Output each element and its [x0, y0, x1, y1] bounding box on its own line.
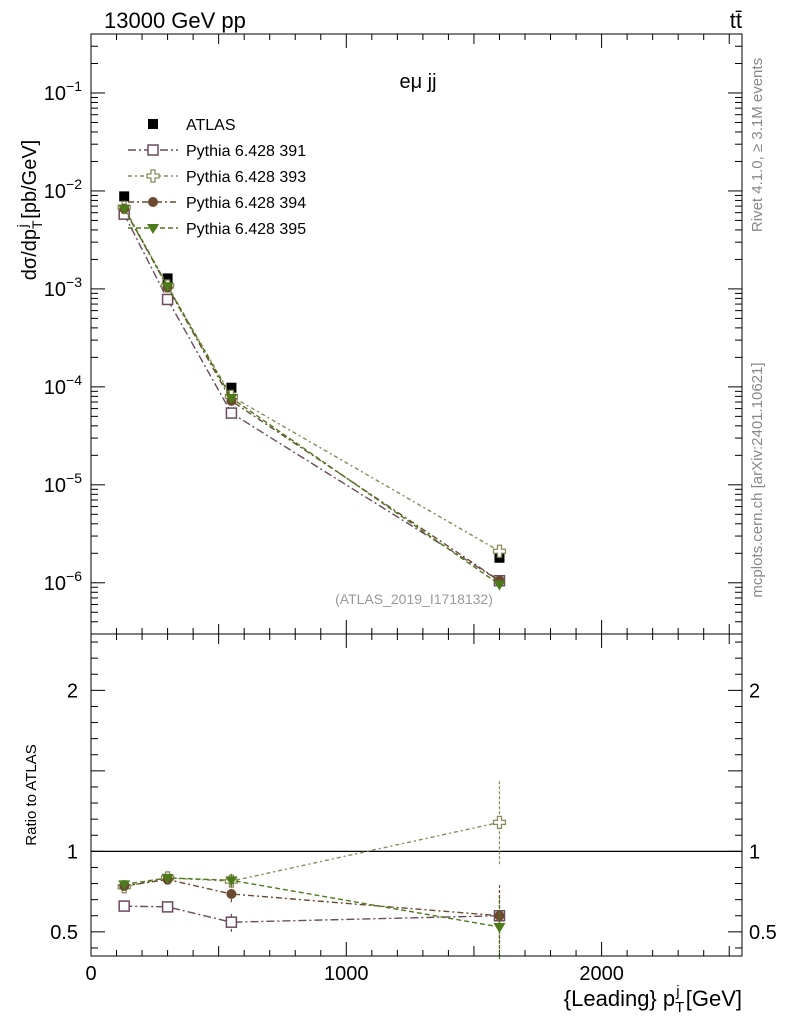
y-tick-label: 10−2	[44, 176, 82, 203]
series-layer	[117, 191, 507, 960]
y-axis-label-main: dσ/dpTj [pb/GeV]	[14, 140, 45, 280]
y-tick-label: 10−4	[44, 372, 82, 399]
legend-entry-py393: Pythia 6.428 393	[128, 169, 306, 186]
y-tick-label: 10−6	[44, 568, 82, 595]
series-line-py393	[123, 207, 500, 552]
data-point-py395	[161, 282, 174, 293]
rivet-label: Rivet 4.1.0, ≥ 3.1M events	[749, 58, 766, 232]
ratio-point-py393	[492, 815, 507, 830]
ratio-line-py391	[124, 905, 500, 923]
x-axis-label: {Leading} pTj [GeV]	[564, 983, 742, 1016]
legend-marker-py393	[128, 169, 178, 183]
legend-symbol-py391	[147, 144, 159, 156]
analysis-label: (ATLAS_2019_I1718132)	[335, 591, 493, 607]
source-label: mcplots.cern.ch [arXiv:2401.10621]	[749, 362, 766, 597]
x-tick-label: 0	[85, 963, 96, 985]
ratio-point-py391	[225, 916, 238, 928]
ratio-line-py394	[124, 878, 500, 917]
series-line-py394	[123, 208, 500, 582]
data-point-atlas	[162, 273, 173, 284]
x-tick-label: 2000	[579, 963, 624, 985]
ratio-line-py393	[124, 821, 500, 888]
data-point-py395	[118, 204, 131, 215]
energy-label: 13000 GeV pp	[104, 8, 246, 33]
ratio-tick-label: 2	[67, 680, 78, 702]
legend-marker-py395	[128, 224, 178, 234]
legend-marker-py394	[128, 197, 178, 207]
data-point-py391	[161, 293, 174, 306]
ratio-tick-label: 1	[67, 841, 78, 863]
legend-entry-atlas: ATLAS	[148, 117, 236, 134]
ratio-point-py394	[494, 910, 505, 921]
y-tick-label: 10−3	[44, 274, 82, 301]
data-point-py395	[493, 580, 506, 591]
legend-label-py395: Pythia 6.428 395	[186, 221, 306, 238]
data-point-py395	[225, 393, 238, 404]
series-line-py395	[123, 208, 500, 586]
ratio-point-py394	[226, 889, 237, 900]
data-point-atlas	[119, 191, 130, 202]
legend-label-py393: Pythia 6.428 393	[186, 169, 306, 186]
legend-marker-atlas	[148, 119, 158, 129]
process-label: tt̄	[730, 8, 742, 33]
legend-entry-py395: Pythia 6.428 395	[128, 221, 306, 238]
series-line-py391	[123, 213, 500, 582]
ratio-point-py391	[161, 901, 174, 913]
ratio-point-py395	[161, 873, 174, 884]
legend: ATLAS Pythia 6.428 391 Pythia 6.428 393 …	[128, 117, 306, 238]
legend-label-atlas: ATLAS	[186, 117, 236, 134]
series-atlas	[119, 191, 505, 563]
legend-entry-py391: Pythia 6.428 391	[128, 143, 306, 160]
y-axis-label-ratio: Ratio to ATLAS	[23, 744, 40, 845]
legend-symbol-atlas	[148, 119, 158, 129]
ratio-point-py395	[493, 923, 506, 934]
data-point-atlas	[226, 382, 237, 393]
ratio-tick-label: 0.5	[50, 922, 78, 944]
y-tick-label: 10−5	[44, 470, 82, 497]
ratio-plot-frame	[90, 633, 743, 957]
y-tick-label: 10−1	[44, 78, 82, 105]
legend-label-py391: Pythia 6.428 391	[186, 143, 306, 160]
data-point-py393	[492, 544, 507, 558]
channel-label: eμ jj	[399, 71, 436, 93]
x-tick-label: 1000	[324, 963, 369, 985]
legend-entry-py394: Pythia 6.428 394	[128, 195, 306, 212]
ratio-point-py395	[225, 876, 238, 887]
ratio-tick-label-right: 2	[749, 680, 760, 702]
data-point-py391	[225, 407, 238, 419]
series-py391	[118, 208, 506, 948]
ratio-point-py395	[118, 880, 131, 891]
ratio-tick-label-right: 1	[749, 841, 760, 863]
legend-symbol-py394	[148, 197, 158, 207]
legend-symbol-py395	[147, 224, 159, 234]
ratio-tick-label-right: 0.5	[749, 922, 777, 944]
ratio-point-py391	[118, 900, 130, 912]
series-py393	[117, 200, 507, 894]
legend-symbol-py393	[146, 169, 160, 183]
ratio-line-py395	[124, 877, 500, 928]
legend-label-py394: Pythia 6.428 394	[186, 195, 306, 212]
series-py395	[118, 204, 506, 960]
series-py394	[119, 203, 505, 944]
legend-marker-py391	[128, 144, 178, 156]
